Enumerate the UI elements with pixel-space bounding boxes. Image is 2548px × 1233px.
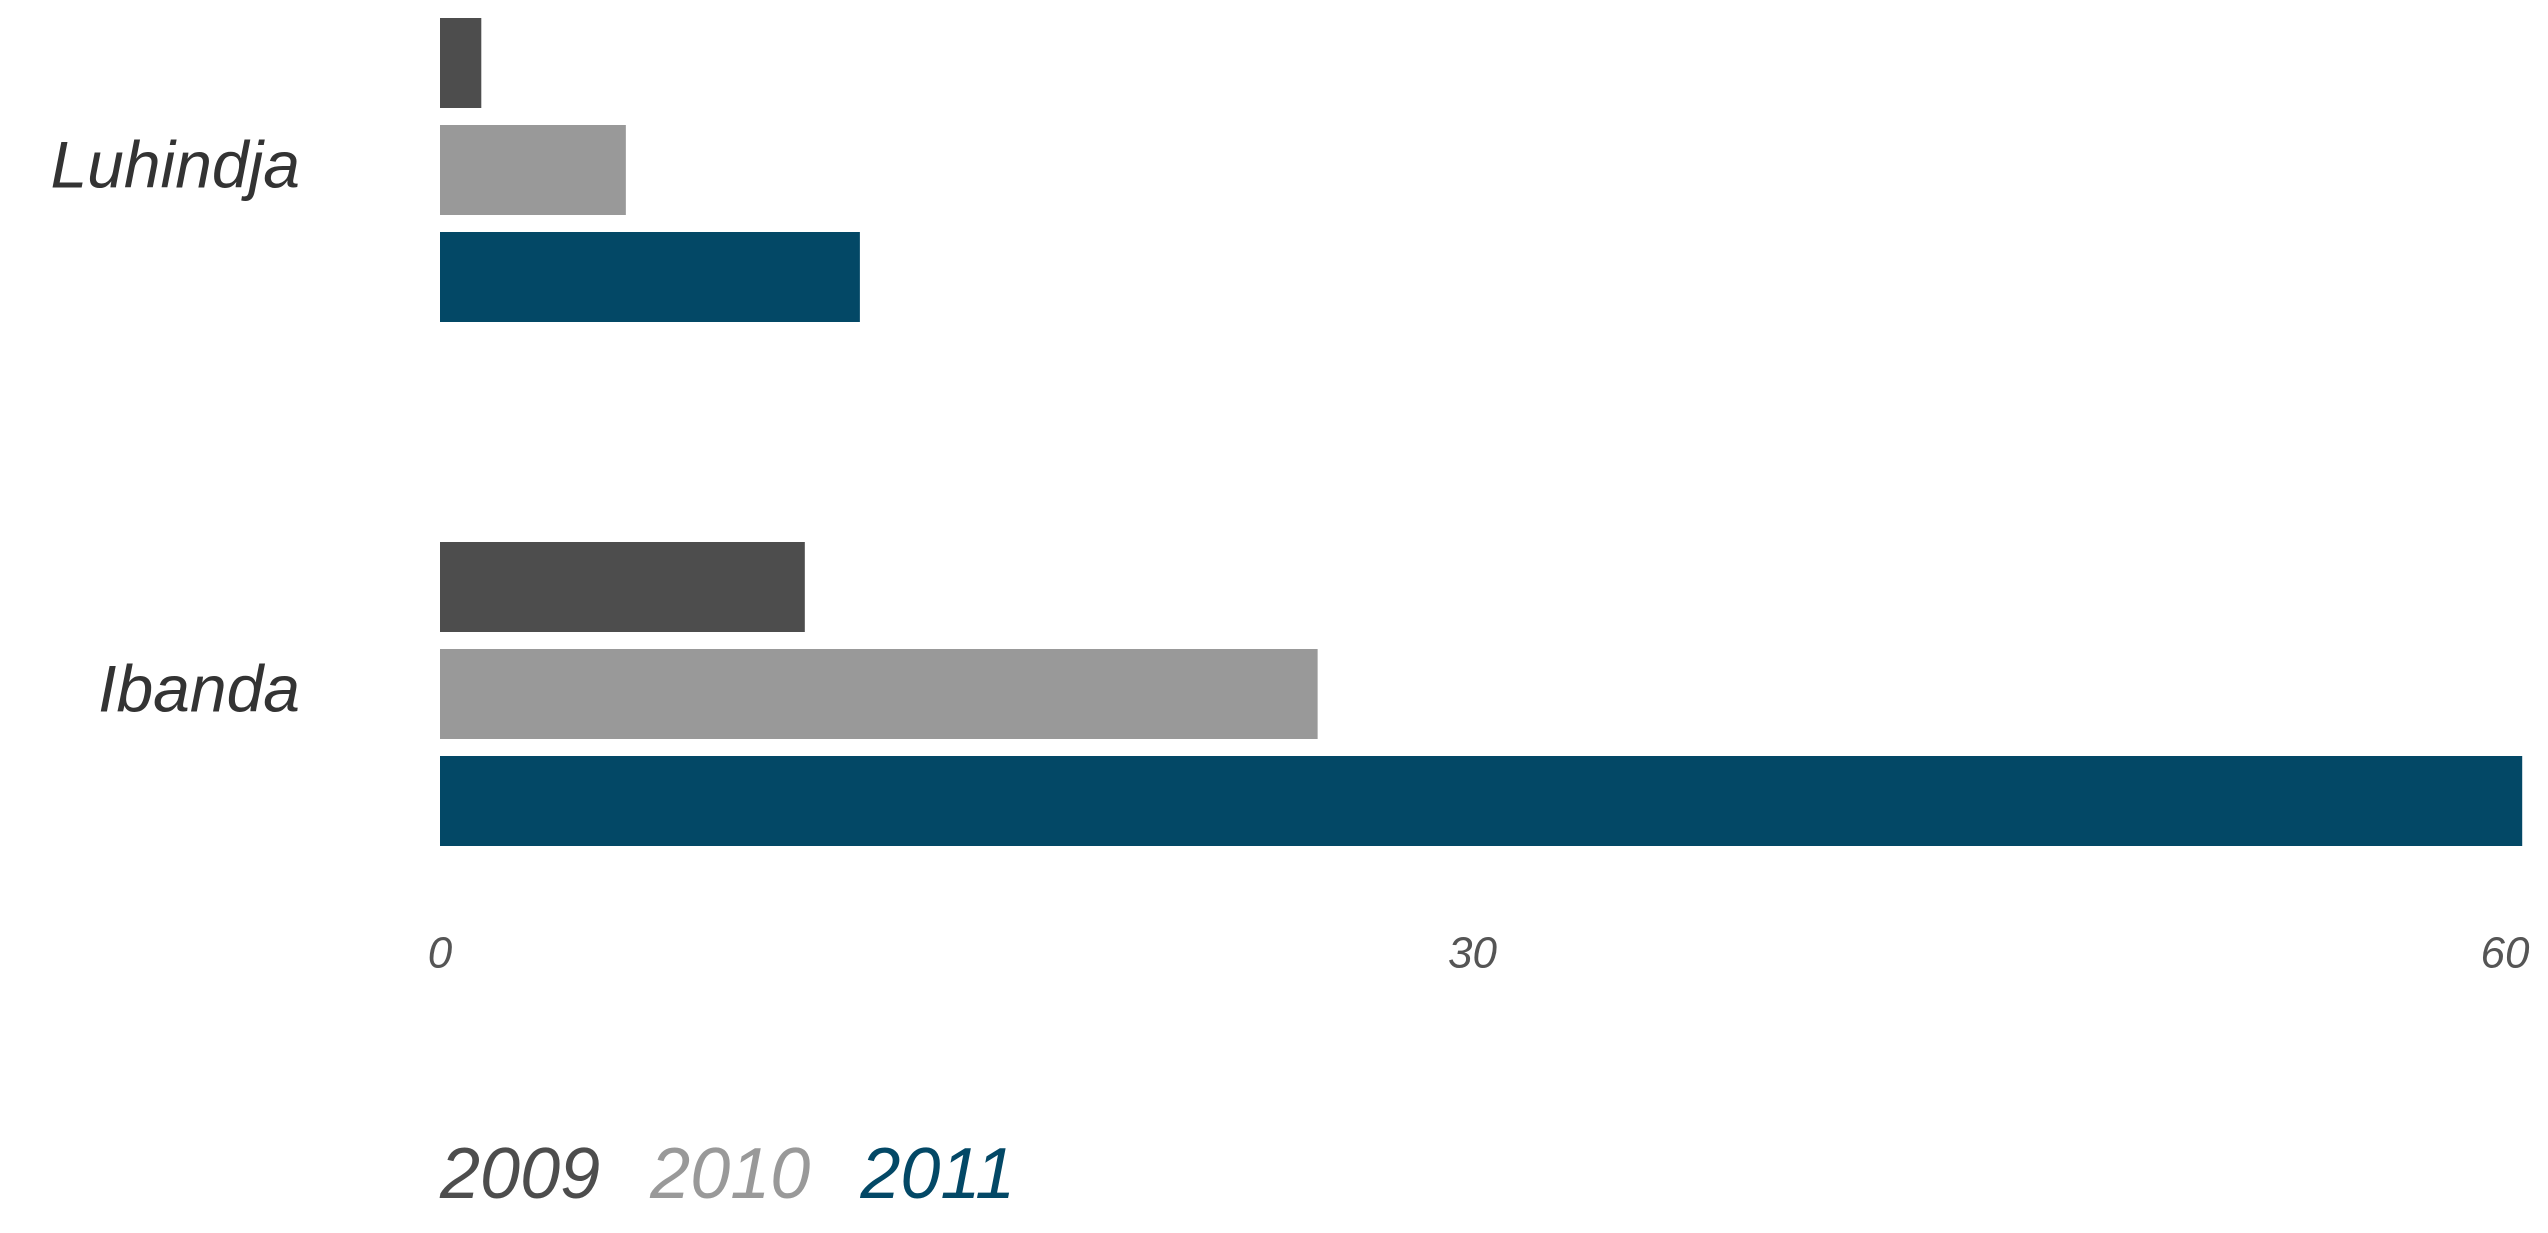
bar-ibanda-2011: [440, 756, 2523, 846]
x-tick-label-60: 60: [2481, 929, 2530, 978]
category-label-ibanda: Ibanda: [98, 651, 300, 725]
category-labels: Luhindja Ibanda: [50, 127, 300, 725]
x-tick-label-30: 30: [1448, 929, 1497, 978]
bar-luhindja-2010: [440, 125, 626, 215]
bar-ibanda-2010: [440, 649, 1318, 739]
bar-luhindja-2011: [440, 232, 860, 322]
bar-luhindja-2009: [440, 18, 482, 108]
legend-item-2010: 2010: [649, 1134, 810, 1214]
bars: [440, 18, 2523, 846]
category-label-luhindja: Luhindja: [50, 127, 300, 201]
x-tick-label-0: 0: [428, 929, 453, 978]
legend-item-2011: 2011: [859, 1134, 1015, 1214]
legend-item-2009: 2009: [439, 1134, 600, 1214]
x-axis-ticks: 0 30 60: [428, 929, 2530, 978]
legend: 2009 2010 2011: [439, 1134, 1015, 1214]
bar-ibanda-2009: [440, 542, 805, 632]
